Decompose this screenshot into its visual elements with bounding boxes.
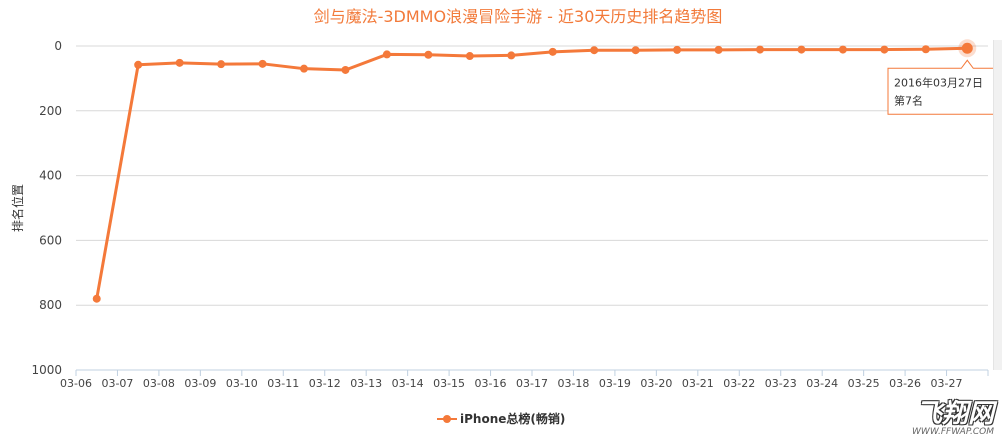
y-tick-labels: 0 200 400 600 800 1000 [31, 39, 62, 377]
y-axis-label: 排名位置 [10, 184, 25, 232]
tooltip: 2016年03月27日 第7名 [887, 59, 995, 115]
data-point [341, 65, 350, 74]
data-point [548, 47, 557, 56]
x-tick-label: 03-15 [433, 377, 465, 390]
data-point [797, 45, 806, 54]
x-tick-label: 03-07 [101, 377, 133, 390]
x-tick-label: 03-10 [226, 377, 258, 390]
x-tick-label: 03-11 [267, 377, 299, 390]
x-tick-label: 03-23 [765, 377, 797, 390]
x-tick-label: 03-13 [350, 377, 382, 390]
data-point [424, 50, 433, 59]
legend[interactable]: iPhone总榜(畅销) [437, 411, 565, 426]
x-tick-label: 03-08 [143, 377, 175, 390]
y-tick-label: 0 [54, 39, 62, 53]
x-axis: 03-06 03-07 03-08 03-09 03-10 03-11 03-12 03-13… [60, 369, 989, 390]
x-tick-label: 03-27 [931, 377, 963, 390]
data-point [838, 45, 847, 54]
data-point [631, 46, 640, 55]
y-tick-label: 600 [39, 233, 62, 247]
tooltip-box [887, 59, 995, 115]
data-point [880, 45, 889, 54]
series-line-path [95, 46, 968, 299]
watermark-url: WWW.FFWAP.COM [912, 427, 994, 437]
data-point [134, 60, 143, 69]
data-point [921, 45, 930, 54]
x-tick-label: 03-14 [392, 377, 424, 390]
data-point [465, 52, 474, 61]
watermark-logo: 飞翔网 WWW.FFWAP.COM [912, 401, 994, 437]
x-tick-label: 03-17 [516, 377, 548, 390]
watermark-logo-text: 飞翔网 [915, 399, 994, 429]
data-point [714, 45, 723, 54]
chart-title: 剑与魔法-3DMMO浪漫冒险手游 - 近30天历史排名趋势图 [314, 7, 723, 26]
legend-label: iPhone总榜(畅销) [460, 411, 565, 426]
data-point [92, 294, 101, 303]
x-tick-label: 03-24 [806, 377, 838, 390]
x-tick-label: 03-09 [184, 377, 216, 390]
x-tick-label: 03-22 [723, 377, 755, 390]
data-point [756, 45, 764, 54]
x-tick-label: 03-20 [640, 377, 672, 390]
x-tick-label: 03-16 [475, 377, 507, 390]
series-line [92, 39, 977, 303]
grid-lines [76, 45, 988, 306]
x-tick-label: 03-19 [599, 377, 631, 390]
y-tick-label: 800 [39, 298, 62, 312]
x-tick-label: 03-21 [682, 377, 714, 390]
data-point [258, 59, 267, 68]
data-point [590, 46, 599, 55]
scrollbar[interactable] [993, 40, 1002, 370]
y-tick-label: 1000 [31, 363, 62, 377]
data-point [175, 58, 184, 67]
y-tick-label: 200 [39, 104, 62, 118]
data-point [217, 60, 226, 69]
data-point [673, 45, 682, 54]
data-point [300, 64, 308, 73]
x-tick-label: 03-25 [848, 377, 880, 390]
data-point-highlighted [961, 42, 973, 54]
x-tick-label: 03-06 [60, 377, 92, 390]
data-point [507, 51, 516, 60]
x-tick-label: 03-18 [557, 377, 589, 390]
legend-marker-icon [443, 415, 451, 423]
x-tick-label: 03-12 [309, 377, 341, 390]
y-tick-label: 400 [39, 169, 62, 183]
tooltip-rank: 第7名 [894, 93, 923, 107]
tooltip-date: 2016年03月27日 [894, 75, 983, 89]
data-point [382, 50, 391, 59]
x-tick-label: 03-26 [889, 377, 921, 390]
